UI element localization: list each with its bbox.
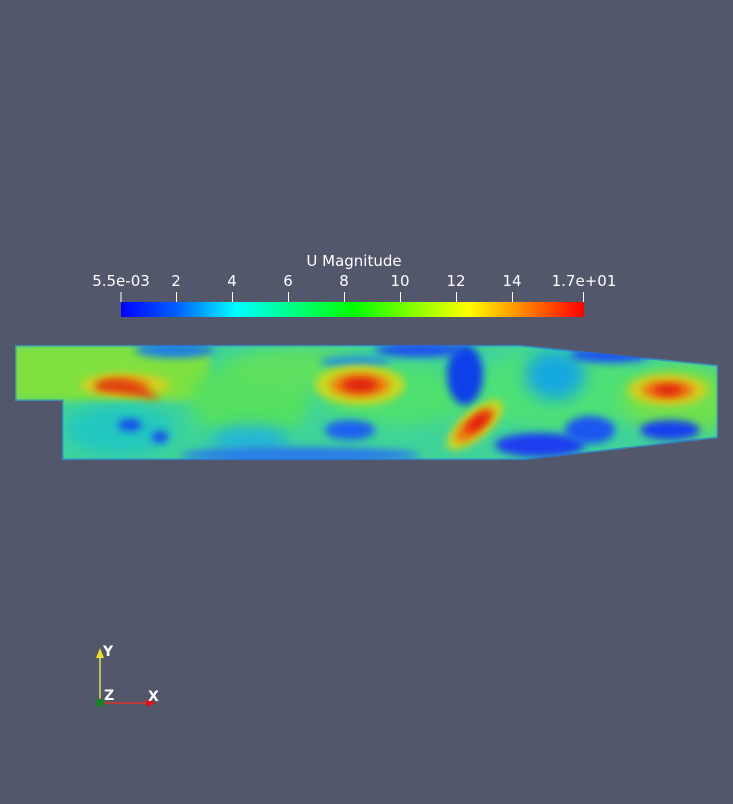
colorbar-tick-label: 10	[390, 272, 410, 290]
y-axis-label: Y	[103, 644, 114, 660]
colorbar-tick-label: 6	[283, 272, 293, 290]
colorbar-tick-label: 1.7e+01	[551, 272, 617, 290]
colorbar-tick-label: 12	[446, 272, 466, 290]
colorbar-gradient	[121, 302, 584, 317]
colorbar-tick-label: 5.5e-03	[92, 272, 150, 290]
x-axis-label: X	[148, 689, 159, 705]
colorbar-tick-label: 4	[227, 272, 237, 290]
z-axis-label: Z	[104, 688, 115, 704]
colorbar-ticks	[120, 292, 584, 302]
colorbar-tick-label: 14	[502, 272, 522, 290]
colorbar-tick-label: 2	[171, 272, 181, 290]
colorbar-title: U Magnitude	[306, 252, 402, 270]
colorbar-tick-label: 8	[339, 272, 349, 290]
